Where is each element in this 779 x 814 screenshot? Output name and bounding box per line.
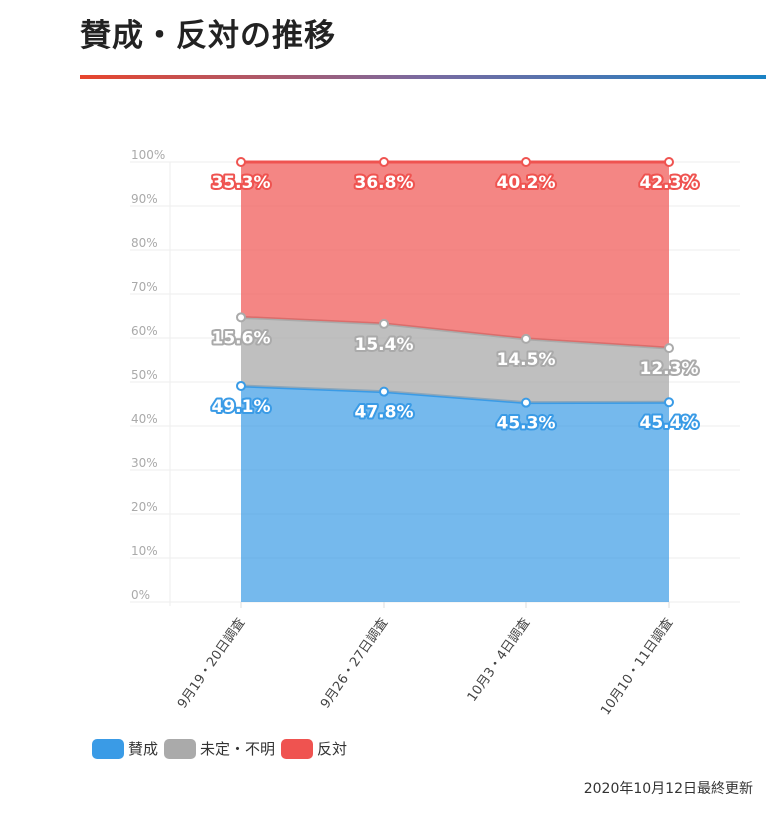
page-title: 賛成・反対の推移	[80, 18, 336, 54]
data-point	[664, 157, 674, 167]
legend-swatch	[281, 738, 314, 759]
legend-swatch	[164, 738, 197, 759]
y-tick-label: 90%	[131, 192, 158, 206]
x-tick-label: 9月26・27日調査	[318, 616, 391, 712]
legend-item[interactable]: 賛成	[92, 738, 158, 759]
data-label: 15.6%	[212, 328, 271, 348]
data-label: 12.3%	[640, 359, 699, 379]
legend: 賛成 未定・不明 反対	[92, 738, 353, 759]
y-tick-label: 80%	[131, 236, 158, 250]
y-tick-label: 60%	[131, 324, 158, 338]
x-tick-label: 10月10・11日調査	[598, 616, 676, 719]
y-tick-label: 100%	[131, 148, 165, 162]
data-point	[521, 397, 531, 408]
data-label: 40.2%	[497, 173, 556, 193]
data-label: 47.8%	[355, 403, 414, 423]
data-point	[236, 380, 246, 391]
data-label: 35.3%	[212, 173, 271, 193]
legend-swatch	[92, 738, 124, 759]
y-tick-label: 70%	[131, 280, 158, 294]
data-label: 36.8%	[355, 173, 414, 193]
data-label: 45.4%	[640, 413, 699, 433]
area-1	[241, 317, 669, 403]
data-point	[521, 333, 531, 344]
legend-item[interactable]: 反対	[281, 738, 347, 759]
data-label: 15.4%	[355, 335, 414, 355]
x-tick-label: 9月19・20日調査	[175, 616, 248, 712]
data-point	[521, 157, 531, 167]
data-label: 45.3%	[497, 414, 556, 434]
data-point	[664, 397, 674, 408]
legend-label: 反対	[317, 740, 348, 758]
data-label: 14.5%	[497, 350, 556, 370]
data-label: 49.1%	[212, 397, 271, 417]
y-tick-label: 10%	[131, 544, 158, 558]
data-point	[236, 312, 246, 323]
data-point	[379, 318, 389, 329]
y-tick-label: 40%	[131, 412, 158, 426]
area-2	[241, 162, 669, 349]
y-tick-label: 30%	[131, 456, 158, 470]
data-point	[664, 343, 674, 354]
stacked-area-chart: 0% 10% 20% 30% 40% 50% 60% 70% 80% 90% 100% 49.1% 47…	[130, 148, 740, 719]
legend-label: 未定・不明	[200, 740, 276, 758]
data-point	[379, 157, 389, 167]
data-label: 42.3%	[640, 173, 699, 193]
y-tick-label: 20%	[131, 500, 158, 514]
data-point	[379, 386, 389, 397]
last-updated: 2020年10月12日最終更新	[583, 781, 753, 797]
legend-item[interactable]: 未定・不明	[164, 738, 275, 759]
y-tick-label: 50%	[131, 368, 158, 382]
title-underline	[80, 75, 766, 79]
area-0	[241, 385, 669, 602]
data-point	[236, 157, 246, 167]
legend-label: 賛成	[128, 740, 159, 758]
y-tick-label: 0%	[131, 588, 150, 602]
x-tick-label: 10月3・4日調査	[465, 616, 534, 705]
